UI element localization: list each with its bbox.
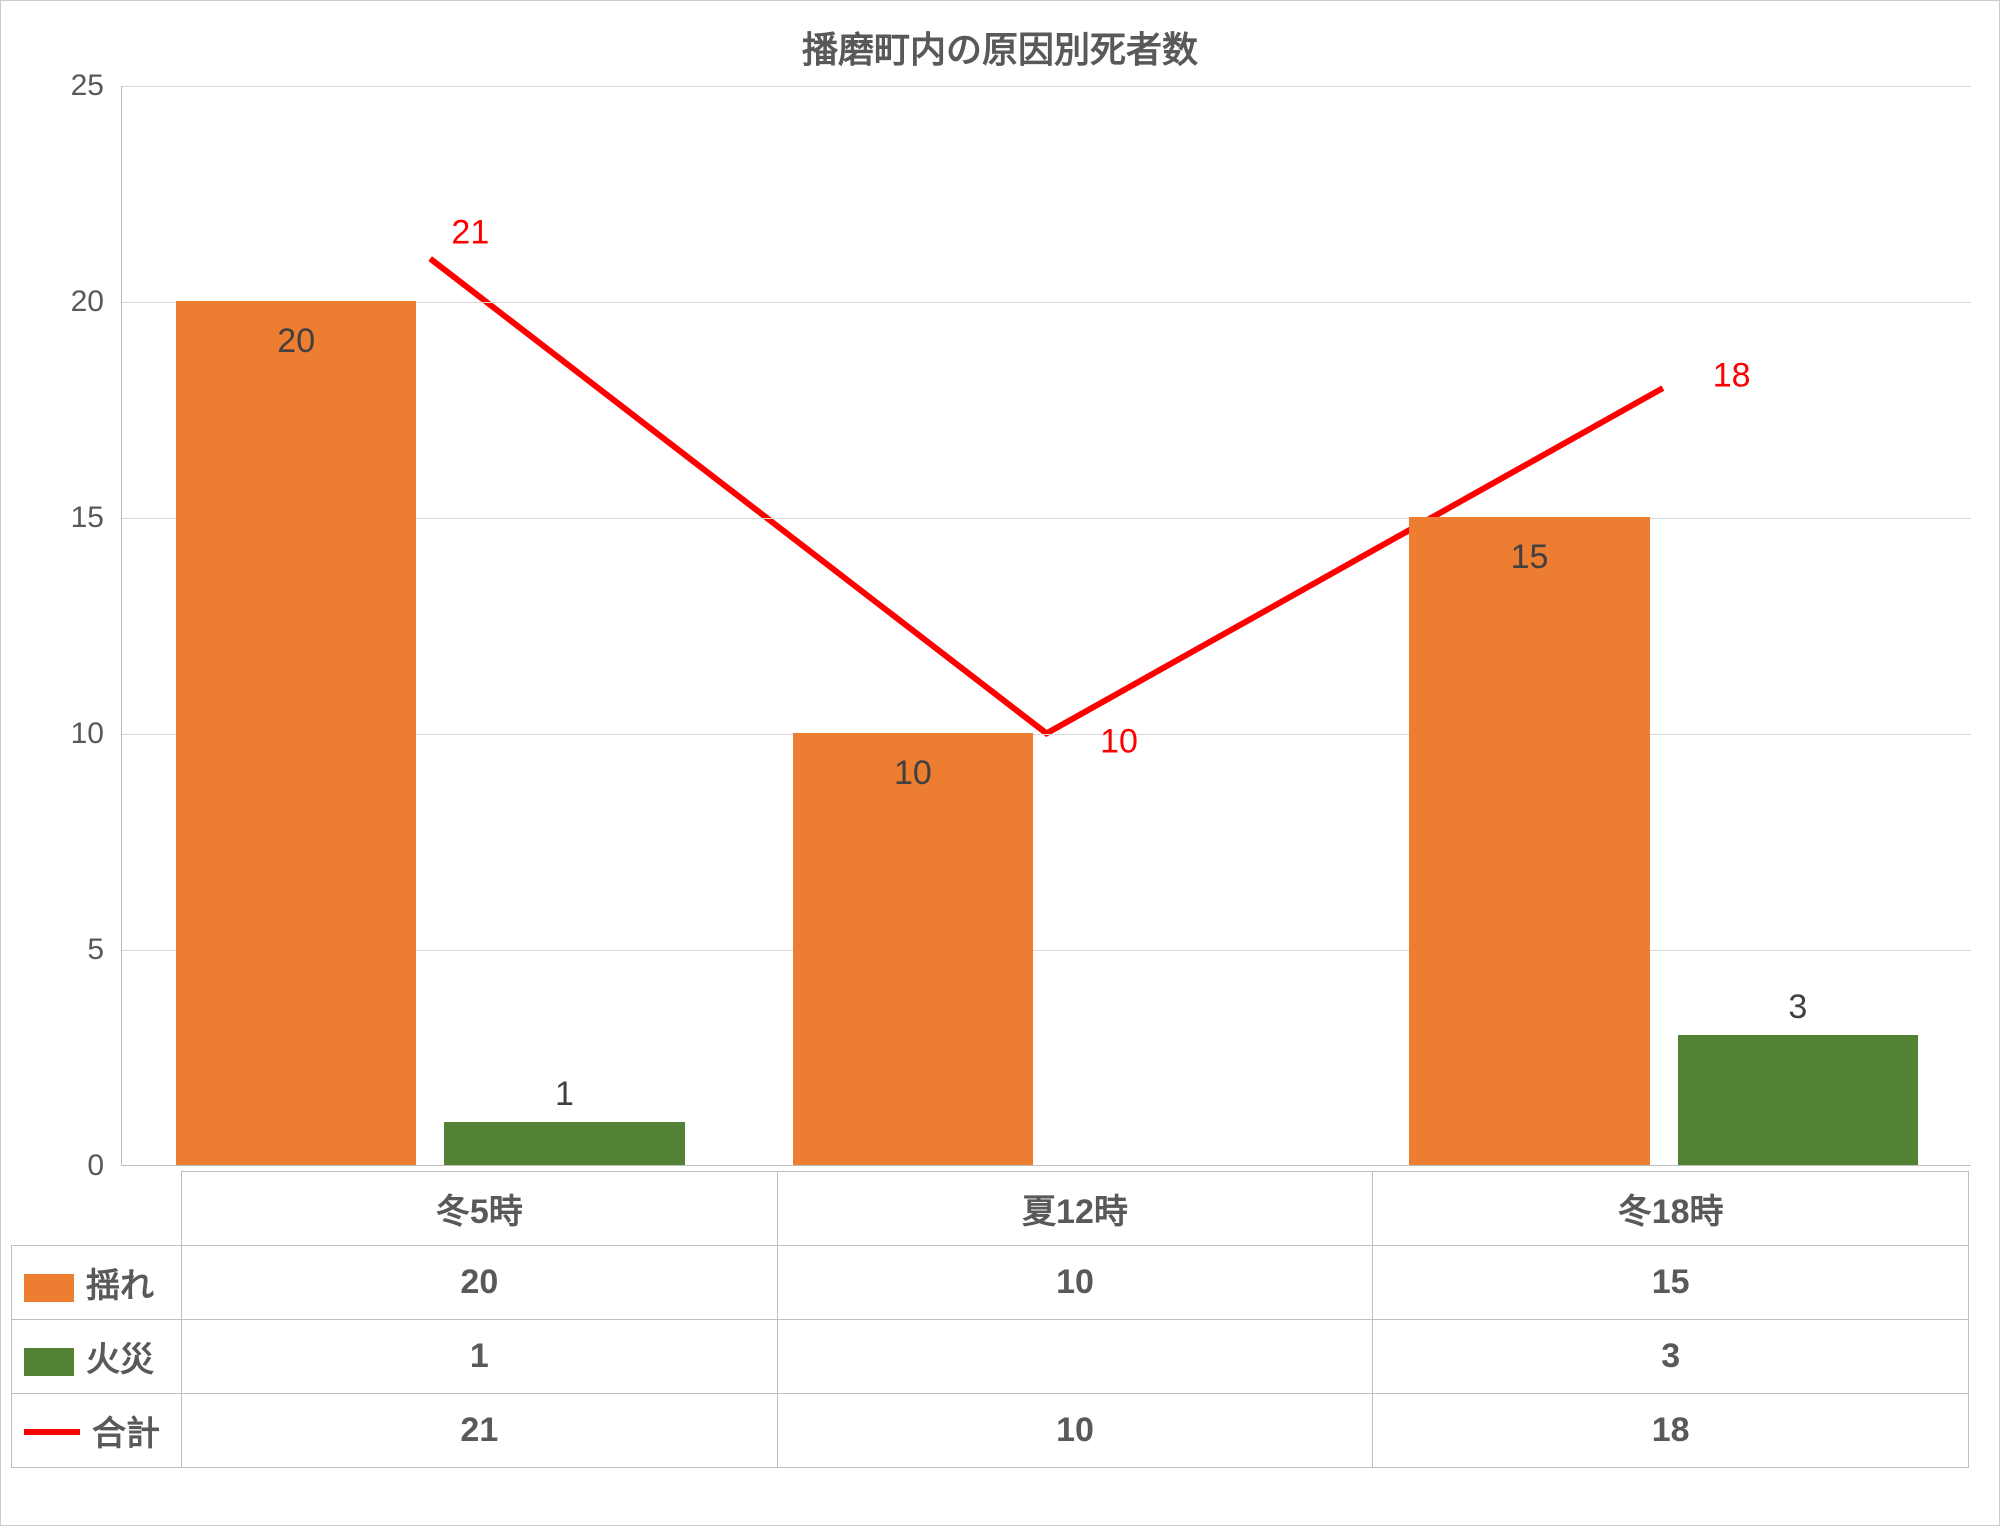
table-cell: 10 (777, 1394, 1373, 1468)
table-category-header: 夏12時 (777, 1172, 1373, 1246)
bar-揺れ (1409, 517, 1650, 1165)
table-series-header: 揺れ (12, 1246, 182, 1320)
chart-container: 播磨町内の原因別死者数 051015202520101513211018 冬5時… (0, 0, 2000, 1526)
table-cell: 15 (1373, 1246, 1969, 1320)
bar-火災 (1678, 1035, 1919, 1165)
legend-line-swatch (24, 1429, 80, 1435)
table-cell: 18 (1373, 1394, 1969, 1468)
plot-area: 051015202520101513211018 (121, 86, 1971, 1166)
legend-swatch (24, 1274, 74, 1302)
table-row: 火災 1 3 (12, 1320, 1969, 1394)
bar-火災 (444, 1122, 685, 1165)
table-series-header: 合計 (12, 1394, 182, 1468)
table-corner-cell (12, 1172, 182, 1246)
y-axis-tick-label: 15 (71, 501, 122, 535)
table-series-header: 火災 (12, 1320, 182, 1394)
y-axis-tick-label: 20 (71, 285, 122, 319)
y-axis-tick-label: 25 (71, 69, 122, 103)
legend-label: 揺れ (86, 1267, 154, 1305)
table-cell: 3 (1373, 1320, 1969, 1394)
line-value-label: 21 (451, 213, 489, 252)
table-row: 揺れ 201015 (12, 1246, 1969, 1320)
legend-label: 火災 (86, 1341, 154, 1379)
legend-swatch (24, 1348, 74, 1376)
legend-label: 合計 (92, 1415, 160, 1453)
table-cell: 21 (182, 1394, 778, 1468)
bar-揺れ (793, 733, 1034, 1165)
bar-value-label: 15 (1511, 538, 1549, 577)
line-value-label: 18 (1713, 357, 1751, 396)
table-cell: 20 (182, 1246, 778, 1320)
table-category-header: 冬5時 (182, 1172, 778, 1246)
y-axis-tick-label: 5 (87, 933, 122, 967)
table-header-row: 冬5時夏12時冬18時 (12, 1172, 1969, 1246)
bar-揺れ (176, 301, 417, 1165)
y-axis-tick-label: 10 (71, 717, 122, 751)
table-cell (777, 1320, 1373, 1394)
gridline (122, 86, 1971, 87)
data-table: 冬5時夏12時冬18時揺れ201015火災13合計211018 (11, 1171, 1969, 1468)
bar-value-label: 20 (277, 322, 315, 361)
bar-value-label: 3 (1788, 988, 1807, 1027)
chart-title: 播磨町内の原因別死者数 (1, 21, 1999, 73)
line-value-label: 10 (1100, 723, 1138, 762)
table-row: 合計 211018 (12, 1394, 1969, 1468)
table-category-header: 冬18時 (1373, 1172, 1969, 1246)
table-cell: 10 (777, 1246, 1373, 1320)
table-cell: 1 (182, 1320, 778, 1394)
bar-value-label: 10 (894, 754, 932, 793)
bar-value-label: 1 (555, 1075, 574, 1114)
